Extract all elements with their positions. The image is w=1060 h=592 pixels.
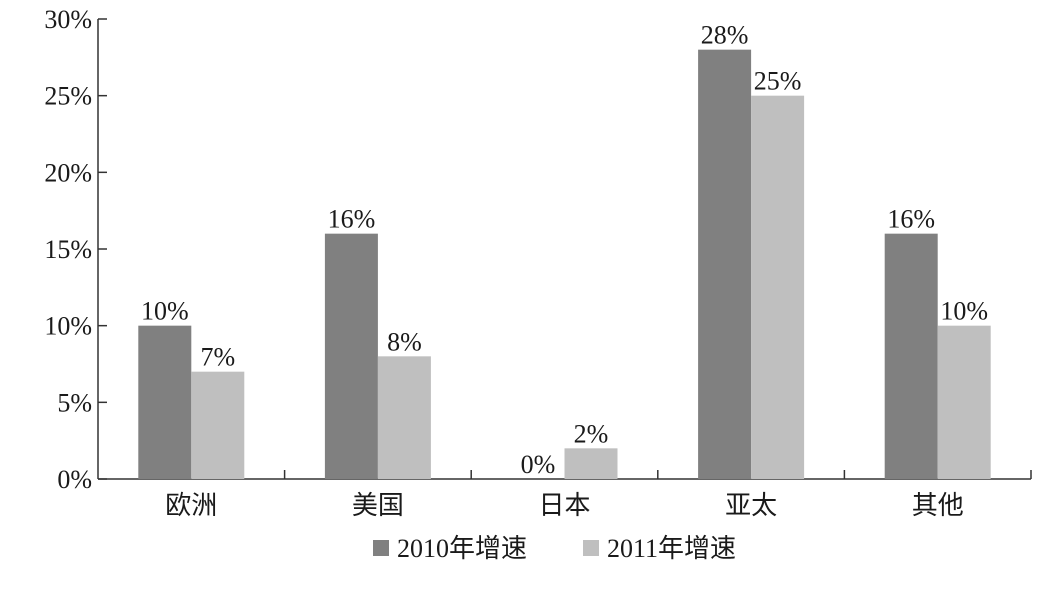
data-labels: 10% 7% 16% 8% 0% 2% 28%25% 16% 10% bbox=[141, 21, 988, 479]
bar-series-2 bbox=[751, 95, 805, 480]
legend: 2010年增速 2011年增速 bbox=[373, 534, 736, 563]
bars bbox=[138, 49, 991, 480]
legend-swatch bbox=[583, 540, 599, 556]
data-label: 25% bbox=[754, 67, 802, 96]
bar-series-2 bbox=[377, 356, 431, 479]
y-tick-label: 15% bbox=[44, 235, 92, 264]
bar-series-2 bbox=[564, 448, 618, 479]
data-label: 7% bbox=[200, 343, 235, 372]
legend-swatch bbox=[373, 540, 389, 556]
x-category-label: 美国 bbox=[352, 491, 404, 520]
y-axis: 0% 5% 10% 15% 20% 25% 30% bbox=[44, 5, 107, 494]
y-tick-label: 10% bbox=[44, 312, 92, 341]
data-label: 10% bbox=[141, 297, 189, 326]
y-tick-label: 30% bbox=[44, 5, 92, 34]
bar-series-1 bbox=[698, 49, 752, 480]
bar-series-2 bbox=[191, 371, 245, 479]
bar-series-1 bbox=[884, 233, 938, 479]
legend-label: 2010年增速 bbox=[397, 534, 527, 563]
y-tick-label: 25% bbox=[44, 82, 92, 111]
data-label: 28% bbox=[701, 21, 749, 50]
y-tick-label: 20% bbox=[44, 158, 92, 187]
x-category-label: 亚太 bbox=[725, 491, 777, 520]
x-category-label: 日本 bbox=[538, 491, 590, 520]
bar-series-2 bbox=[937, 325, 991, 479]
legend-label: 2011年增速 bbox=[607, 534, 736, 563]
data-label: 0% bbox=[521, 450, 556, 479]
data-label: 2% bbox=[574, 419, 609, 448]
data-label: 16% bbox=[887, 205, 935, 234]
x-category-label: 其他 bbox=[912, 491, 964, 520]
bar-series-1 bbox=[138, 325, 192, 479]
data-label: 16% bbox=[328, 205, 376, 234]
data-label: 10% bbox=[940, 297, 988, 326]
data-label: 8% bbox=[387, 327, 422, 356]
y-tick-label: 5% bbox=[57, 388, 92, 417]
x-category-label: 欧洲 bbox=[165, 491, 217, 520]
y-tick-label: 0% bbox=[57, 465, 92, 494]
bar-series-1 bbox=[324, 233, 378, 479]
